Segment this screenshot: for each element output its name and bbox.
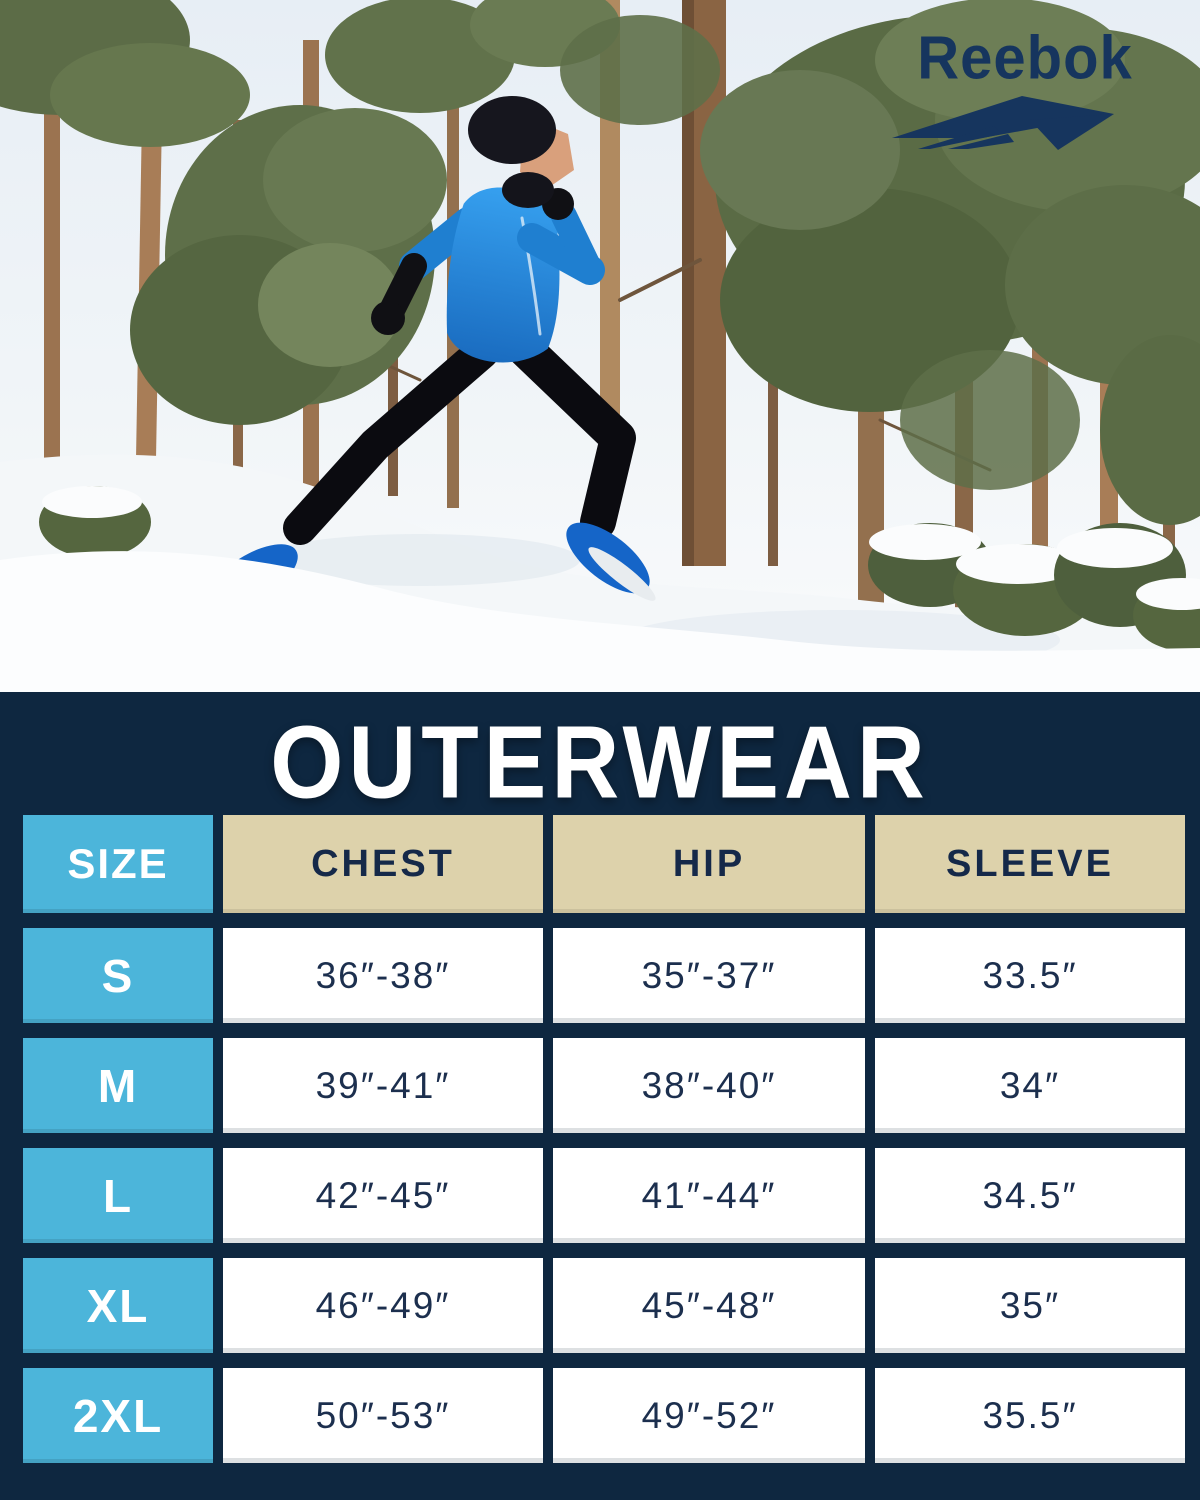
chest-cell: 36″-38″ xyxy=(223,928,543,1023)
sleeve-cell: 35.5″ xyxy=(875,1368,1185,1463)
hip-cell: 45″-48″ xyxy=(553,1258,865,1353)
snowy-bushes xyxy=(39,486,1200,651)
size-cell: M xyxy=(23,1038,213,1133)
reebok-vector-icon xyxy=(892,96,1114,150)
hero-photo: Reebok xyxy=(0,0,1200,692)
column-header-size: SIZE xyxy=(23,815,213,913)
hip-cell: 41″-44″ xyxy=(553,1148,865,1243)
chest-cell: 42″-45″ xyxy=(223,1148,543,1243)
chest-cell: 50″-53″ xyxy=(223,1368,543,1463)
chest-cell: 39″-41″ xyxy=(223,1038,543,1133)
size-cell: L xyxy=(23,1148,213,1243)
pine-canopy xyxy=(0,0,1200,525)
column-header-sleeve: SLEEVE xyxy=(875,815,1185,913)
chart-title: OUTERWEAR xyxy=(270,703,930,820)
column-header-chest: CHEST xyxy=(223,815,543,913)
sleeve-cell: 34″ xyxy=(875,1038,1185,1133)
hip-cell: 38″-40″ xyxy=(553,1038,865,1133)
chest-cell: 46″-49″ xyxy=(223,1258,543,1353)
hip-cell: 49″-52″ xyxy=(553,1368,865,1463)
column-header-hip: HIP xyxy=(553,815,865,913)
size-cell: S xyxy=(23,928,213,1023)
hip-cell: 35″-37″ xyxy=(553,928,865,1023)
size-chart-panel: OUTERWEAR SIZE CHEST HIP SLEEVE S 36″-38… xyxy=(0,692,1200,1500)
reebok-logo: Reebok xyxy=(890,23,1160,152)
size-cell: 2XL xyxy=(23,1368,213,1463)
size-table: SIZE CHEST HIP SLEEVE S 36″-38″ 35″-37″ … xyxy=(23,815,1185,1463)
size-cell: XL xyxy=(23,1258,213,1353)
sleeve-cell: 34.5″ xyxy=(875,1148,1185,1243)
sleeve-cell: 35″ xyxy=(875,1258,1185,1353)
snow-foreground xyxy=(0,551,1200,692)
reebok-wordmark: Reebok xyxy=(917,23,1133,93)
sleeve-cell: 33.5″ xyxy=(875,928,1185,1023)
